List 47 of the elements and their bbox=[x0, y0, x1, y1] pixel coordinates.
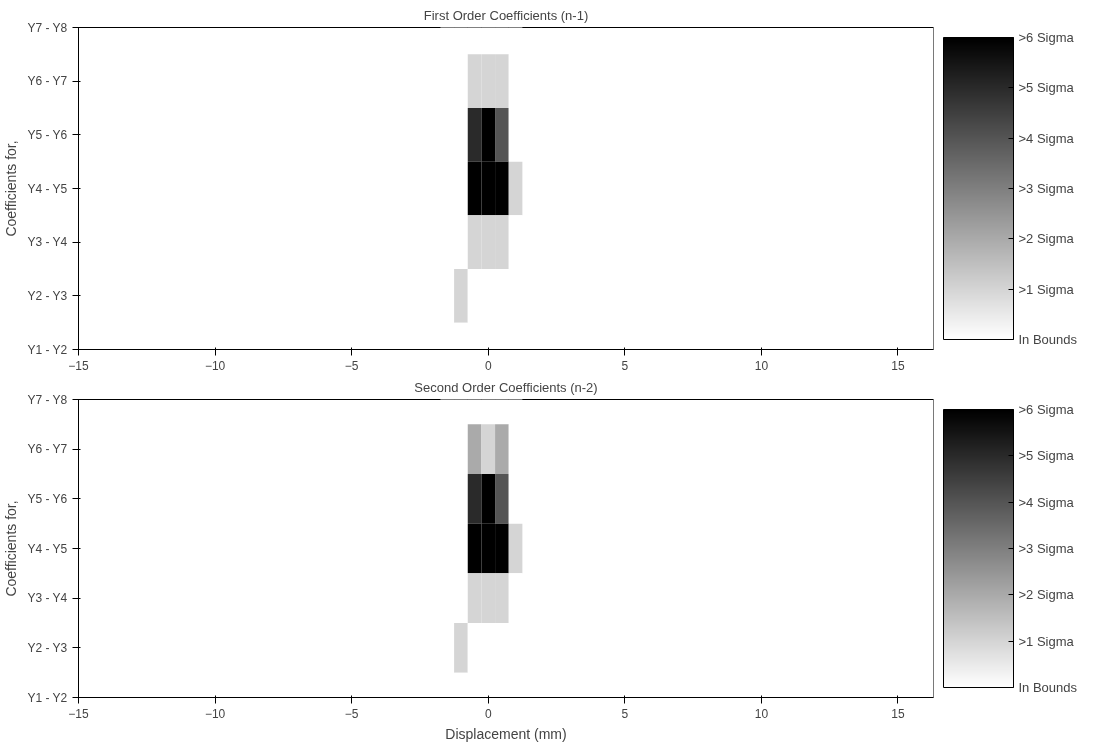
color-bar-label: >1 Sigma bbox=[1018, 633, 1075, 649]
y-tick-label: Y1 - Y2 bbox=[27, 342, 68, 357]
x-tick-label: −15 bbox=[68, 706, 89, 721]
y-axis-title: Coefficients for, bbox=[3, 140, 20, 237]
y-tick-label: Y2 - Y3 bbox=[27, 288, 68, 303]
x-tick-label: −10 bbox=[204, 358, 226, 373]
x-tick-label: 5 bbox=[621, 706, 629, 721]
y-tick-label: Y6 - Y7 bbox=[27, 442, 68, 457]
color-bar-label: >2 Sigma bbox=[1018, 587, 1075, 603]
x-axis-title: Displacement (mm) bbox=[445, 725, 567, 742]
color-bar-label: >6 Sigma bbox=[1018, 402, 1075, 417]
x-tick-label: −10 bbox=[204, 706, 226, 721]
x-tick-label: −5 bbox=[344, 706, 359, 721]
color-bar-label: >3 Sigma bbox=[1018, 181, 1075, 196]
x-tick-label: 10 bbox=[754, 358, 769, 373]
y-tick-label: Y5 - Y6 bbox=[27, 491, 68, 506]
x-tick-label: 0 bbox=[484, 706, 492, 721]
y-tick-label: Y2 - Y3 bbox=[27, 640, 68, 655]
color-bar-label: >1 Sigma bbox=[1018, 281, 1075, 297]
y-tick-label: Y1 - Y2 bbox=[27, 690, 68, 705]
y-tick-label: Y7 - Y8 bbox=[27, 392, 68, 407]
color-bar-label: >2 Sigma bbox=[1018, 231, 1075, 247]
y-tick-label: Y4 - Y5 bbox=[27, 181, 68, 196]
color-bar-label: >4 Sigma bbox=[1018, 494, 1075, 510]
x-tick-label: −5 bbox=[344, 358, 359, 373]
color-bar-label: >6 Sigma bbox=[1018, 30, 1075, 45]
chart-title: Second Order Coefficients (n-2) bbox=[414, 379, 598, 395]
x-tick-label: 15 bbox=[891, 706, 905, 721]
y-tick-label: Y3 - Y4 bbox=[27, 591, 68, 606]
y-tick-label: Y6 - Y7 bbox=[27, 74, 68, 89]
color-bar-label: In Bounds bbox=[1018, 680, 1078, 695]
y-tick-label: Y3 - Y4 bbox=[27, 235, 68, 250]
color-bar-label: >4 Sigma bbox=[1018, 130, 1075, 146]
y-tick-label: Y4 - Y5 bbox=[27, 541, 68, 556]
y-tick-label: Y5 - Y6 bbox=[27, 127, 68, 142]
color-bar-label: In Bounds bbox=[1018, 332, 1078, 347]
x-tick-label: 0 bbox=[484, 358, 492, 373]
color-bar-label: >3 Sigma bbox=[1018, 541, 1075, 556]
color-bar-label: >5 Sigma bbox=[1018, 448, 1075, 464]
color-bar-label: >5 Sigma bbox=[1018, 80, 1075, 96]
x-tick-label: 5 bbox=[621, 358, 629, 373]
chart-title: First Order Coefficients (n-1) bbox=[423, 7, 589, 23]
x-tick-label: 10 bbox=[754, 706, 769, 721]
x-tick-label: 15 bbox=[891, 358, 905, 373]
x-tick-label: −15 bbox=[68, 358, 89, 373]
y-tick-label: Y7 - Y8 bbox=[27, 20, 68, 35]
y-axis-title: Coefficients for, bbox=[3, 500, 20, 597]
